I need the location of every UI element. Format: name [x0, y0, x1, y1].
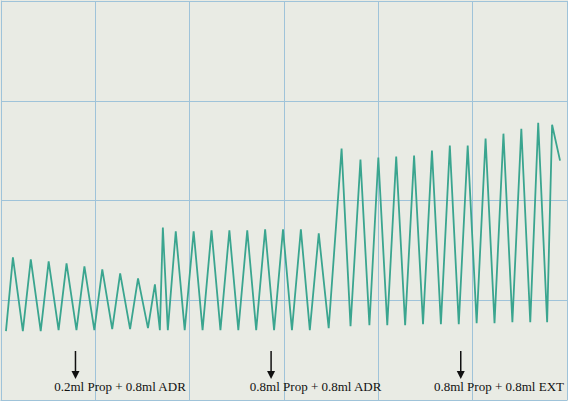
svg-text:0.8ml Prop + 0.8ml EXT: 0.8ml Prop + 0.8ml EXT: [434, 379, 564, 394]
svg-text:0.2ml Prop + 0.8ml ADR: 0.2ml Prop + 0.8ml ADR: [54, 379, 186, 394]
svg-text:0.8ml Prop + 0.8ml ADR: 0.8ml Prop + 0.8ml ADR: [250, 379, 382, 394]
